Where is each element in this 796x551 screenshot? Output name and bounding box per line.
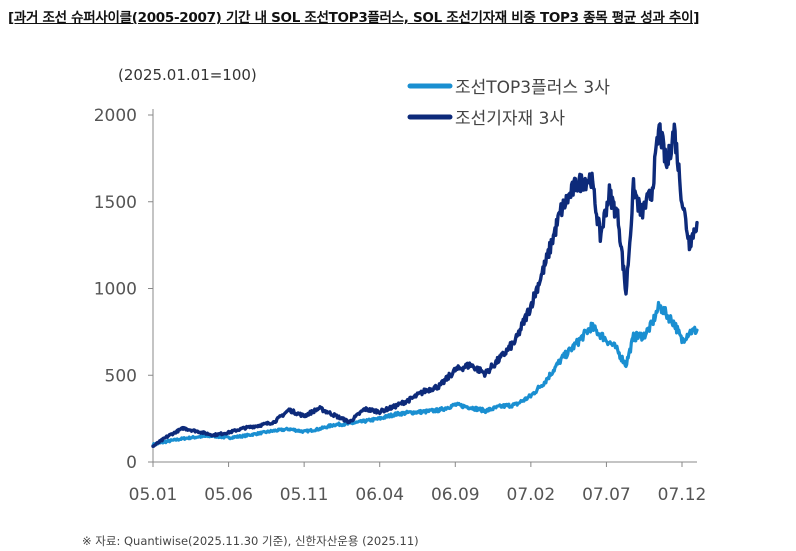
- x-tick-label: 05.06: [204, 485, 253, 505]
- x-tick-labels: 05.01 05.06 05.11 06.04 06.09 07.02 07.07 07.12: [129, 462, 707, 505]
- y-tick-label: 1000: [94, 280, 137, 300]
- x-tick-label: 07.07: [582, 485, 631, 505]
- x-tick-label: 05.01: [129, 485, 178, 505]
- unit-label: (2025.01.01=100): [118, 66, 257, 84]
- y-tick-label: 2000: [94, 106, 137, 126]
- series-line-top3plus: [151, 300, 699, 448]
- series-lines: [151, 122, 699, 448]
- y-tick-label: 1500: [94, 193, 137, 213]
- x-tick-label: 05.11: [280, 485, 329, 505]
- x-tick-label: 07.12: [658, 485, 707, 505]
- x-tick-label: 06.09: [431, 485, 480, 505]
- y-tick-label: 0: [126, 453, 137, 473]
- chart-title: [과거 조선 슈퍼사이클(2005-2007) 기간 내 SOL 조선TOP3플…: [8, 10, 700, 26]
- y-tick-label: 500: [105, 366, 137, 386]
- x-tick-label: 06.04: [355, 485, 404, 505]
- source-note: ※ 자료: Quantiwise(2025.11.30 기준), 신한자산운용 …: [82, 534, 419, 548]
- legend-label: 조선기자재 3사: [455, 109, 565, 129]
- x-tick-label: 07.02: [507, 485, 556, 505]
- legend-label: 조선TOP3플러스 3사: [455, 78, 610, 98]
- series-line-equipment: [151, 122, 699, 448]
- y-tick-labels: 0 500 1000 1500 2000: [94, 106, 153, 473]
